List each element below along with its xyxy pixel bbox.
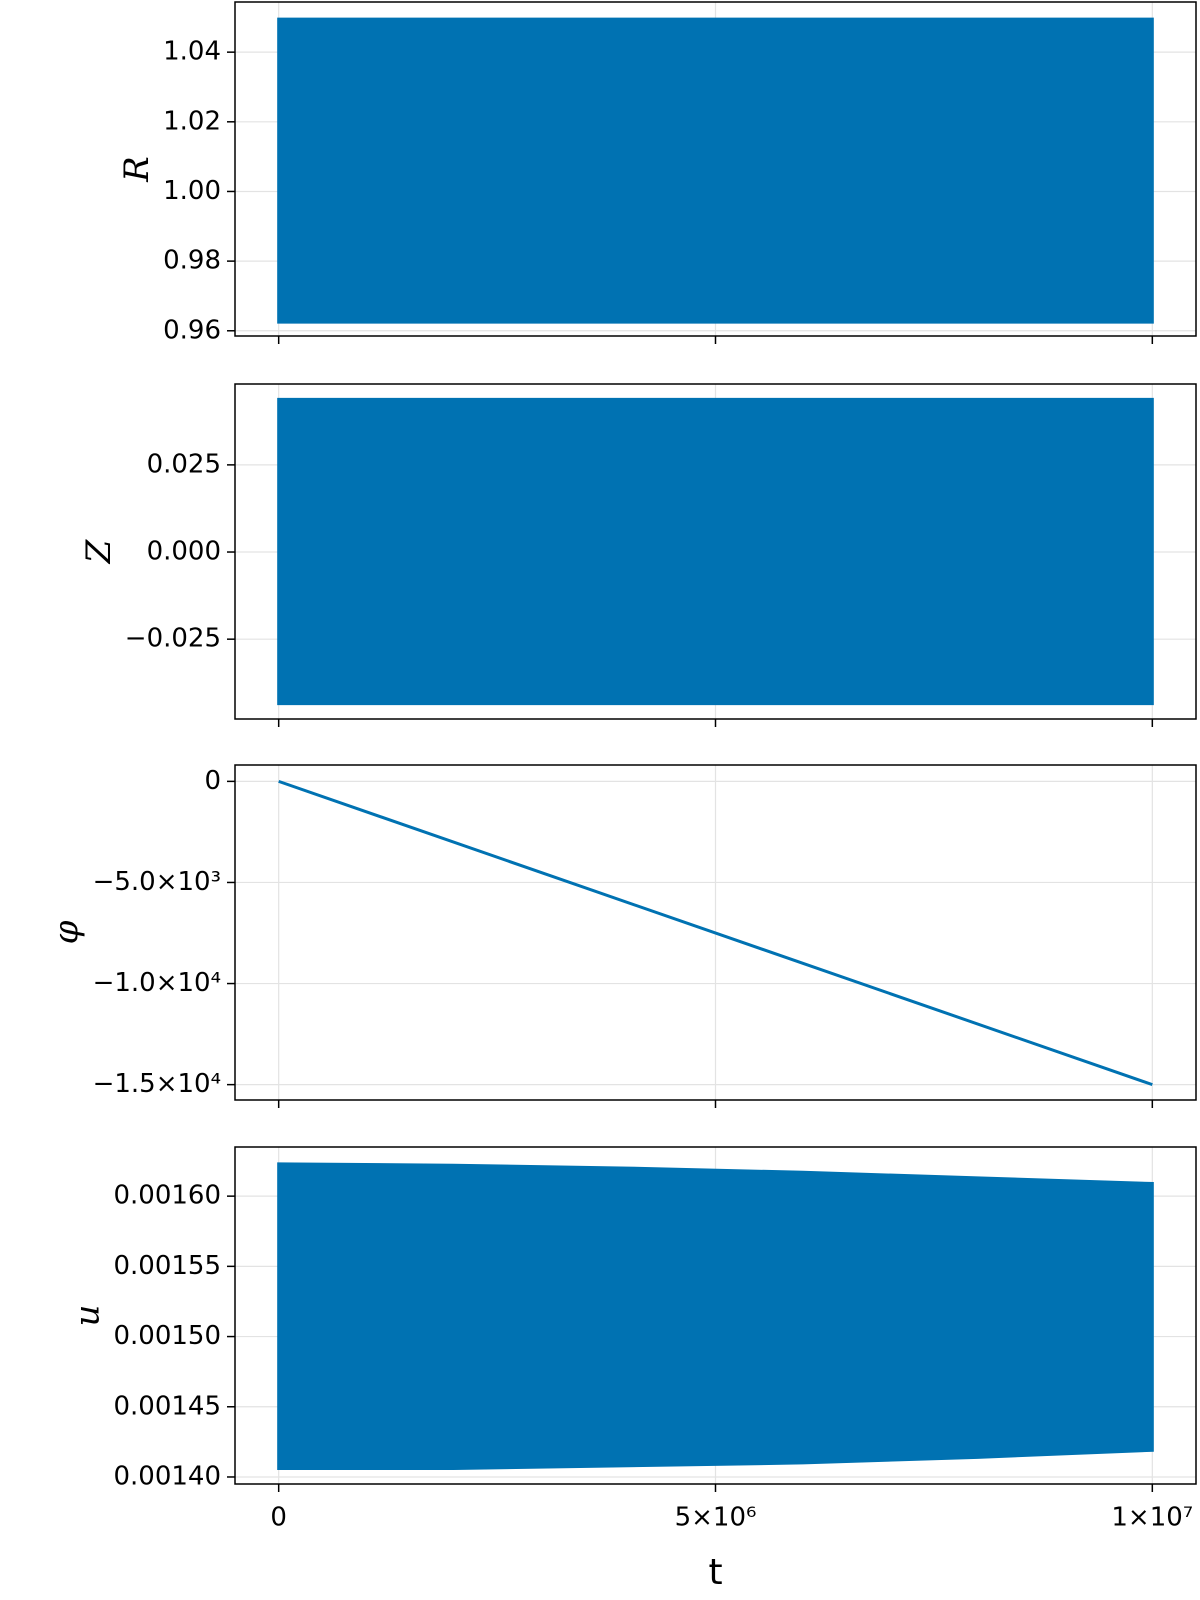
y-tick-label: −1.5×10⁴ [93, 1069, 221, 1099]
plot-frame [234, 1146, 1197, 1485]
y-tick-label: −5.0×10³ [93, 867, 221, 897]
y-tick-label: 0.96 [163, 315, 221, 345]
x-tick-label: 0 [270, 1503, 287, 1533]
y-tick-label: 0.000 [147, 537, 221, 567]
y-tick-label: 1.02 [163, 106, 221, 136]
y-tick-label: 1.04 [163, 37, 221, 67]
y-tick-label: 1.00 [163, 176, 221, 206]
plot-frame [234, 764, 1197, 1101]
band [277, 1162, 1154, 1471]
band [277, 397, 1154, 706]
y-tick-label: −1.0×10⁴ [93, 968, 221, 998]
y-tick-label: 0.00145 [113, 1391, 221, 1421]
plot-frame [234, 1, 1197, 337]
plot-frame [234, 383, 1197, 720]
y-axis-label: Z [79, 538, 119, 564]
y-axis-label: φ [47, 920, 87, 944]
y-tick-label: 0.00150 [113, 1321, 221, 1351]
x-tick-label: 1×10⁷ [1111, 1503, 1193, 1533]
y-tick-label: −0.025 [125, 624, 221, 654]
y-tick-label: 0.98 [163, 246, 221, 276]
line [278, 779, 1153, 1087]
y-axis-label: R [117, 156, 157, 183]
band [277, 17, 1154, 324]
y-tick-label: 0.00140 [113, 1461, 221, 1491]
x-axis-label: t [708, 1552, 722, 1593]
y-tick-label: 0.00160 [113, 1181, 221, 1211]
y-tick-label: 0 [204, 766, 221, 796]
y-tick-label: 0.00155 [113, 1251, 221, 1281]
y-axis-label: u [67, 1305, 107, 1327]
y-tick-label: 0.025 [147, 449, 221, 479]
x-tick-label: 5×10⁶ [675, 1503, 757, 1533]
